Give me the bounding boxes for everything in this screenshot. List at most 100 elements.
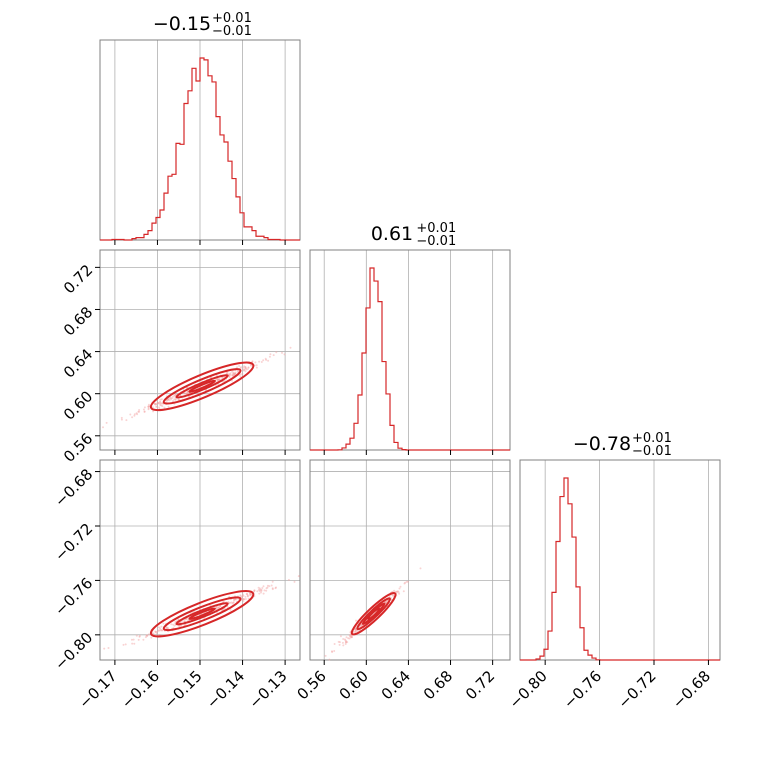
- sample-point: [138, 409, 141, 411]
- sample-point: [148, 405, 150, 408]
- sample-point: [244, 595, 247, 598]
- sample-point: [218, 378, 221, 381]
- sample-point: [231, 370, 234, 373]
- sample-point: [253, 589, 256, 592]
- sample-point: [125, 419, 128, 422]
- sample-point: [333, 643, 336, 645]
- sample-point: [225, 371, 228, 374]
- sample-point: [251, 360, 254, 363]
- sample-point: [173, 398, 176, 401]
- sample-point: [249, 592, 252, 595]
- sample-point: [392, 593, 395, 596]
- sample-point: [151, 406, 154, 409]
- sample-point: [360, 623, 363, 626]
- sample-point: [162, 622, 165, 625]
- sample-point: [186, 392, 189, 395]
- sample-point: [236, 366, 239, 369]
- sample-point: [215, 607, 218, 610]
- sample-point: [174, 398, 177, 401]
- sample-point: [155, 631, 158, 633]
- sample-point: [266, 586, 269, 589]
- sample-point: [249, 592, 251, 595]
- sample-point: [217, 378, 220, 381]
- sample-point: [344, 643, 347, 645]
- sample-point: [217, 378, 220, 381]
- sample-point: [268, 355, 271, 358]
- sample-point: [245, 367, 247, 370]
- contour-level-1: [175, 374, 229, 399]
- sample-point: [187, 619, 190, 622]
- sample-point: [360, 624, 363, 626]
- sample-point: [120, 418, 123, 421]
- x-tick-label: −0.68: [669, 667, 714, 712]
- y-tick-label: −0.80: [51, 628, 96, 673]
- sample-point: [150, 636, 153, 639]
- sample-point: [344, 641, 347, 644]
- sample-point: [396, 590, 399, 593]
- sample-point: [354, 628, 357, 631]
- sample-point: [355, 619, 357, 622]
- sample-point: [275, 351, 278, 354]
- sample-point: [241, 593, 244, 596]
- sample-point: [398, 592, 401, 595]
- y-tick-label: 0.68: [60, 303, 96, 339]
- sample-point: [131, 416, 134, 419]
- sample-point: [167, 398, 170, 401]
- sample-point: [244, 370, 247, 373]
- sample-point: [239, 595, 242, 598]
- sample-point: [275, 586, 277, 589]
- sample-point: [246, 592, 249, 595]
- sample-point: [152, 410, 155, 413]
- x-tick-label: 0.72: [462, 667, 498, 703]
- sample-point: [240, 596, 243, 599]
- contour-level-3: [350, 592, 397, 636]
- sample-point: [160, 625, 163, 628]
- sample-point: [166, 398, 169, 401]
- sample-point: [169, 396, 172, 399]
- sample-point: [184, 392, 187, 395]
- sample-point: [107, 647, 110, 649]
- sample-point: [232, 372, 235, 375]
- samples-2-0: [103, 575, 300, 650]
- sample-point: [354, 628, 357, 631]
- sample-point: [168, 399, 171, 402]
- sample-point: [260, 588, 263, 591]
- sample-point: [354, 630, 357, 632]
- sample-point: [219, 605, 222, 607]
- sample-point: [147, 405, 150, 408]
- sample-point: [269, 353, 272, 356]
- sample-point: [147, 407, 150, 410]
- sample-point: [143, 410, 146, 413]
- sample-point: [135, 412, 138, 415]
- sample-point: [265, 587, 268, 590]
- sample-point: [172, 623, 175, 626]
- sample-point: [146, 634, 148, 637]
- sample-point: [270, 584, 273, 587]
- sample-point: [245, 593, 248, 595]
- samples-2-1: [324, 567, 422, 661]
- sample-point: [281, 351, 283, 354]
- sample-point: [235, 598, 237, 601]
- sample-point: [163, 406, 166, 409]
- sample-point: [234, 372, 237, 375]
- title-minus-0: −0.01: [212, 24, 252, 39]
- sample-point: [172, 395, 174, 398]
- title-value-1: 0.61: [371, 223, 413, 245]
- sample-point: [419, 567, 422, 570]
- x-tick-label: −0.17: [75, 667, 120, 712]
- sample-point: [399, 585, 402, 588]
- sample-point: [344, 639, 347, 642]
- sample-point: [183, 392, 186, 394]
- sample-point: [388, 595, 391, 598]
- sample-point: [158, 629, 161, 632]
- sample-point: [142, 638, 145, 641]
- sample-point: [247, 366, 250, 369]
- sample-point: [229, 372, 232, 375]
- sample-point: [171, 397, 174, 400]
- y-tick-label: −0.68: [51, 465, 96, 510]
- contour-level-3: [149, 361, 255, 412]
- sample-point: [156, 630, 159, 633]
- sample-point: [177, 618, 180, 621]
- sample-point: [223, 379, 226, 382]
- sample-point: [232, 372, 235, 375]
